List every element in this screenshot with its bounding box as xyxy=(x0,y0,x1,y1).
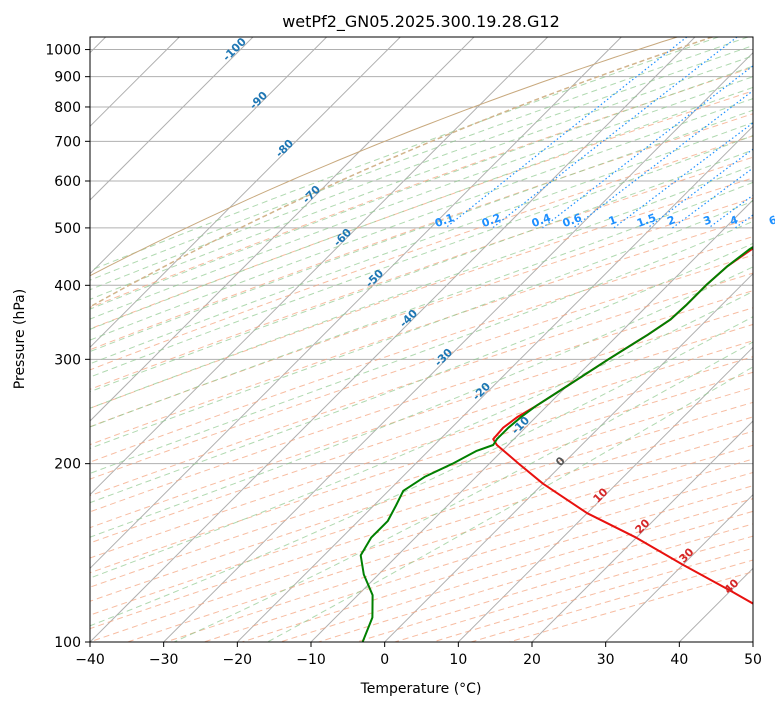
moist-adiabat-16 xyxy=(90,200,753,449)
y-tick-label: 200 xyxy=(54,457,81,473)
x-tick-label: −20 xyxy=(223,652,253,668)
dry-adiabat-360 xyxy=(90,290,753,513)
y-tick-label: 400 xyxy=(54,278,81,294)
mixing-ratio-label: 0.1 xyxy=(433,211,456,230)
dry-adiabat-340 xyxy=(90,254,753,480)
x-tick-label: 0 xyxy=(380,652,389,668)
isotherm--80 xyxy=(90,37,401,349)
moist-adiabat-12 xyxy=(90,181,753,428)
moist-adiabat-4 xyxy=(90,149,753,393)
reference-curve-solid xyxy=(90,37,678,277)
y-tick-label: 800 xyxy=(54,100,81,116)
x-tick-label: −40 xyxy=(75,652,105,668)
y-tick-label: 700 xyxy=(54,134,81,150)
moist-adiabat-8 xyxy=(90,164,753,409)
isotherm-10 xyxy=(457,346,753,642)
mixing-ratio-label: 2 xyxy=(665,213,677,228)
x-tick-label: −30 xyxy=(149,652,179,668)
moist-adiabat-24 xyxy=(90,242,753,504)
mixing-ratio-line-1 xyxy=(492,37,738,229)
isotherm--100 xyxy=(90,37,254,201)
mixing-ratio-label: 0.4 xyxy=(530,211,553,230)
dry-adiabats xyxy=(90,66,753,642)
moist-adiabat--12 xyxy=(90,98,753,341)
isotherm-30 xyxy=(605,493,753,642)
isotherm-20 xyxy=(531,420,753,642)
sounding-series xyxy=(359,245,753,642)
dry-adiabat-390 xyxy=(90,340,753,559)
dry-adiabat-300 xyxy=(90,177,753,409)
mixing-ratio-label: 1.5 xyxy=(635,211,658,230)
isotherm--30 xyxy=(163,51,753,642)
isotherm-0 xyxy=(384,272,753,642)
moist-adiabat-28 xyxy=(90,266,753,538)
y-tick-label: 100 xyxy=(54,635,81,651)
y-tick-label: 500 xyxy=(54,221,81,237)
plot-frame xyxy=(89,36,754,643)
y-tick-label: 300 xyxy=(54,352,81,368)
moist-adiabat-44 xyxy=(267,366,753,642)
moist-adiabat--24 xyxy=(90,65,753,310)
pressure-gridlines xyxy=(90,49,753,642)
mixing-ratio-line-3 xyxy=(572,89,753,229)
moist-adiabats xyxy=(90,37,753,642)
skewed-isotherms xyxy=(90,37,753,642)
x-tick-label: 20 xyxy=(523,652,541,668)
x-tick-label: 40 xyxy=(670,652,688,668)
dry-adiabat-400 xyxy=(90,356,753,574)
y-tick-label: 600 xyxy=(54,174,81,190)
y-axis-title: Pressure (hPa) xyxy=(12,289,28,389)
moist-adiabat--40 xyxy=(90,37,719,272)
reference-curve-dashed xyxy=(90,37,713,308)
mixing-ratio-label: 3 xyxy=(702,213,714,228)
dry-adiabat-320 xyxy=(90,217,753,446)
mixing-ratio-lines xyxy=(445,37,753,229)
y-axis: 100 200 300 400 500 600 700 800 900 1000 xyxy=(45,43,90,651)
isotherm--10 xyxy=(310,199,753,642)
y-tick-label: 1000 xyxy=(45,43,81,59)
isotherm--60 xyxy=(90,37,549,496)
dry-adiabat-420 xyxy=(90,386,753,602)
x-tick-label: 50 xyxy=(744,652,762,668)
lower-left-reference-curve xyxy=(90,37,713,308)
moist-adiabat-0 xyxy=(90,135,753,378)
moist-adiabat--36 xyxy=(90,37,749,281)
x-tick-label: 10 xyxy=(449,652,467,668)
isotherm--40 xyxy=(90,37,696,642)
x-axis: −40 −30 −20 −10 0 10 20 30 40 50 xyxy=(75,642,762,668)
mixing-ratio-label: 6 xyxy=(767,213,775,228)
mixing-ratio-line-2 xyxy=(542,65,753,229)
x-tick-label: −10 xyxy=(296,652,326,668)
x-tick-label: 30 xyxy=(597,652,615,668)
mixing-ratio-label: 1 xyxy=(607,213,619,228)
sounding-line-1 xyxy=(359,245,753,642)
isotherm--20 xyxy=(236,125,753,642)
dry-adiabat-370 xyxy=(90,307,753,529)
mixing-ratio-label: 0.6 xyxy=(561,211,584,230)
mixing-ratio-label: 0.2 xyxy=(480,211,503,230)
moist-adiabat--8 xyxy=(90,109,753,353)
mixing-ratio-line-6 xyxy=(672,167,753,229)
moist-adiabat-32 xyxy=(90,290,753,579)
mixing-ratio-label: 4 xyxy=(728,213,740,228)
chart-title: wetPf2_GN05.2025.300.19.28.G12 xyxy=(282,12,560,32)
y-tick-label: 900 xyxy=(54,70,81,86)
isotherm--90 xyxy=(90,37,328,275)
isotherm--70 xyxy=(90,37,475,422)
x-axis-title: Temperature (°C) xyxy=(360,681,482,697)
moist-adiabat--4 xyxy=(90,121,753,365)
dry-adiabat-250 xyxy=(90,66,753,309)
dry-adiabat-290 xyxy=(90,156,753,390)
